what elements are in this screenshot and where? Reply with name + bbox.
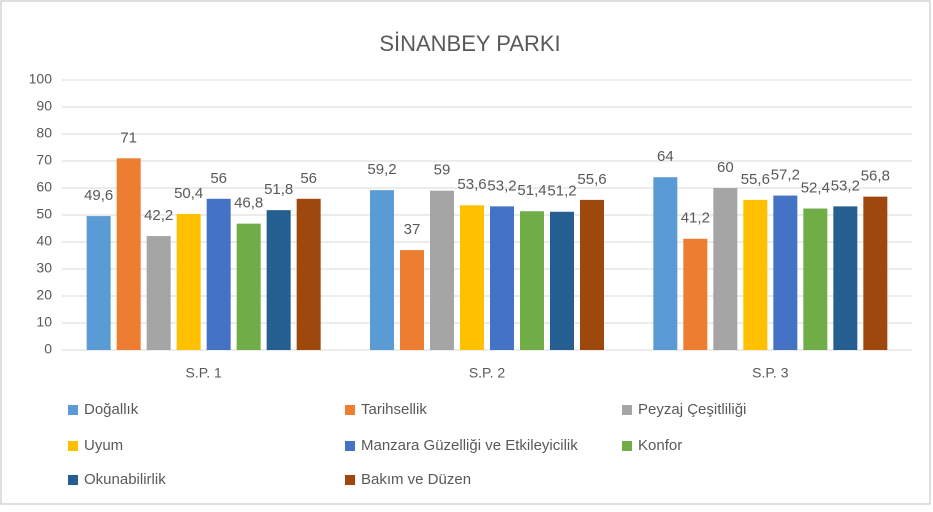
- value-label: 71: [120, 129, 137, 146]
- chart-title: SİNANBEY PARKI: [379, 31, 560, 56]
- value-label: 56,8: [861, 168, 890, 185]
- bar: [460, 205, 484, 350]
- value-label: 51,2: [547, 183, 576, 200]
- y-tick-label: 60: [36, 179, 52, 195]
- value-label: 59: [434, 162, 451, 179]
- y-tick-label: 70: [36, 152, 52, 168]
- y-tick-label: 10: [36, 314, 52, 330]
- y-tick-label: 100: [29, 71, 53, 87]
- value-label: 60: [717, 159, 734, 176]
- value-label: 37: [404, 221, 421, 238]
- y-tick-label: 30: [36, 260, 52, 276]
- x-tick-label: S.P. 3: [752, 365, 789, 381]
- value-label: 56: [300, 170, 317, 187]
- bar: [833, 206, 858, 350]
- bar: [400, 250, 424, 350]
- bar: [430, 190, 454, 350]
- bar: [683, 238, 708, 350]
- legend-swatch: [68, 405, 78, 415]
- legend-label: Bakım ve Düzen: [361, 471, 471, 488]
- bar: [713, 188, 738, 350]
- y-tick-label: 40: [36, 233, 52, 249]
- y-tick-label: 80: [36, 125, 52, 141]
- legend-label: Peyzaj Çeşitliliği: [638, 401, 746, 418]
- value-label: 55,6: [741, 171, 770, 188]
- bar: [266, 210, 291, 350]
- bar: [863, 196, 888, 350]
- value-label: 59,2: [367, 161, 396, 178]
- legend-swatch: [345, 441, 355, 451]
- legend-label: Konfor: [638, 437, 682, 454]
- bar: [520, 211, 544, 350]
- y-tick-label: 0: [44, 341, 52, 357]
- bar: [236, 223, 261, 350]
- legend-label: Doğallık: [84, 401, 139, 418]
- legend-swatch: [345, 405, 355, 415]
- bar: [803, 208, 828, 350]
- value-label: 50,4: [174, 185, 203, 202]
- bar: [86, 216, 111, 350]
- bar: [146, 236, 171, 350]
- bar: [773, 195, 798, 350]
- legend-swatch: [622, 405, 632, 415]
- value-label: 49,6: [84, 187, 113, 204]
- value-label: 53,2: [487, 177, 516, 194]
- y-tick-label: 50: [36, 206, 52, 222]
- bar: [580, 199, 604, 350]
- legend-label: Uyum: [84, 437, 123, 454]
- bar: [653, 177, 678, 350]
- value-label: 51,4: [517, 182, 546, 199]
- legend-label: Tarihsellik: [361, 401, 427, 418]
- legend-label: Manzara Güzelliği ve Etkileyicilik: [361, 437, 578, 454]
- bar: [116, 158, 141, 350]
- legend-label: Okunabilirlik: [84, 471, 166, 488]
- value-label: 55,6: [577, 171, 606, 188]
- bar: [176, 213, 201, 350]
- value-label: 53,6: [457, 176, 486, 193]
- bar: [206, 198, 231, 350]
- legend-swatch: [622, 441, 632, 451]
- bar: [296, 198, 321, 350]
- value-label: 53,2: [831, 177, 860, 194]
- bar: [743, 199, 768, 350]
- value-label: 51,8: [264, 181, 293, 198]
- value-label: 57,2: [771, 167, 800, 184]
- y-tick-label: 20: [36, 287, 52, 303]
- x-tick-label: S.P. 2: [469, 365, 506, 381]
- bar: [490, 206, 514, 350]
- x-tick-label: S.P. 1: [186, 365, 223, 381]
- value-label: 64: [657, 148, 674, 165]
- legend-swatch: [68, 441, 78, 451]
- value-label: 56: [210, 170, 227, 187]
- bar: [370, 190, 394, 350]
- legend-swatch: [68, 475, 78, 485]
- value-label: 46,8: [234, 195, 263, 212]
- value-label: 41,2: [681, 210, 710, 227]
- y-tick-label: 90: [36, 98, 52, 114]
- legend-swatch: [345, 475, 355, 485]
- value-label: 42,2: [144, 207, 173, 224]
- value-label: 52,4: [801, 179, 830, 196]
- bar: [550, 211, 574, 350]
